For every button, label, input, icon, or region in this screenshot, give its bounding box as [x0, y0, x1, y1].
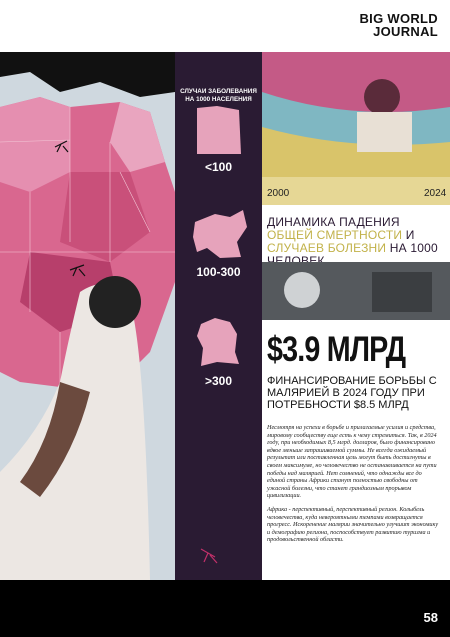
brand-line: JOURNAL: [373, 24, 438, 39]
legend-title: СЛУЧАИ ЗАБОЛЕВАНИЯ НА 1000 НАСЕЛЕНИЯ: [180, 88, 257, 103]
brand: BIG WORLD JOURNAL: [359, 12, 438, 38]
page-number: 58: [423, 610, 438, 625]
photo-top: [262, 52, 450, 205]
stat-caption: ФИНАНСИРОВАНИЕ БОРЬБЫ С МАЛЯРИЕЙ В 2024 …: [267, 375, 437, 411]
legend-item: 100-300: [196, 265, 241, 279]
heading-part: ДИНАМИКА ПАДЕНИЯ: [267, 215, 400, 229]
photo-mid: [262, 262, 450, 320]
map-illustration: [0, 52, 175, 580]
body-text: Несмотря на успехи в борьбе и прилагаемы…: [267, 424, 439, 550]
stat-value: $3.9 МЛРД: [267, 330, 406, 369]
heading-part: И: [405, 228, 415, 242]
legend-item: <100: [204, 160, 233, 174]
legend-item: >300: [204, 374, 233, 388]
heading-part: СЛУЧАЕВ БОЛЕЗНИ: [267, 241, 387, 255]
legend-shapes: [193, 106, 247, 564]
footer: [0, 580, 450, 637]
heading-part: ОБЩЕЙ СМЕРТНОСТИ: [267, 228, 403, 242]
year-label: 2024: [424, 188, 447, 199]
paragraph: Несмотря на успехи в борьбе и прилагаемы…: [267, 424, 437, 500]
brand-line: BIG WORLD: [359, 11, 438, 26]
heading: ДИНАМИКА ПАДЕНИЯ ОБЩЕЙ СМЕРТНОСТИ И СЛУЧ…: [267, 216, 447, 268]
year-label: 2000: [267, 188, 290, 199]
paragraph: Африка - перспективный, перспективный ре…: [267, 505, 439, 544]
